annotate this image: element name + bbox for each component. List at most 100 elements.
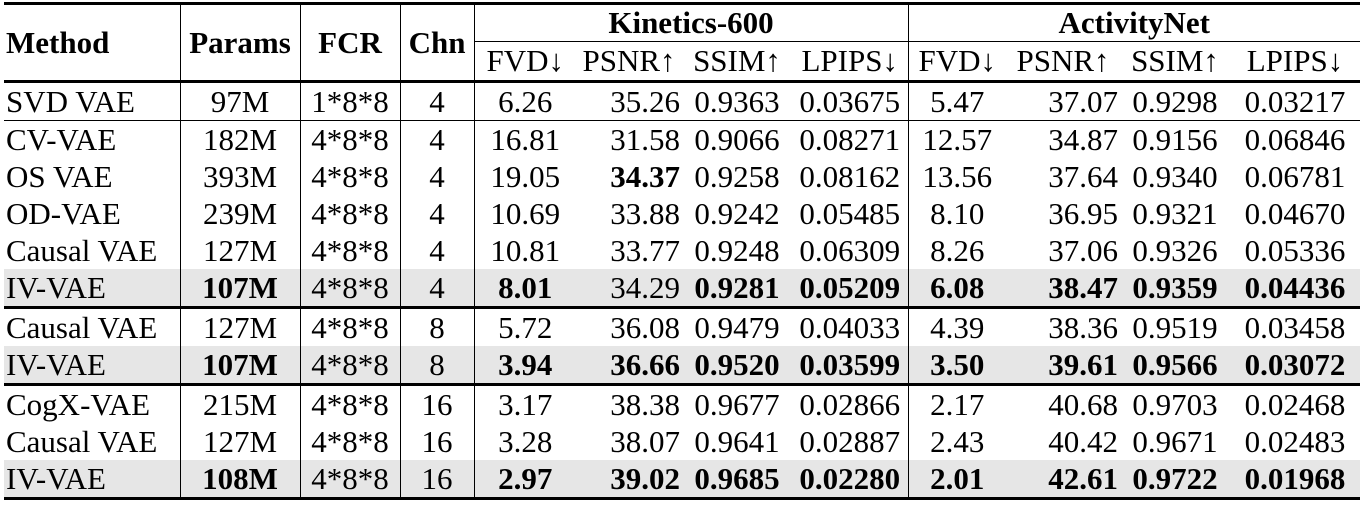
a-psnr-cell: 37.07 [1048,84,1118,119]
fcr-cell: 4*8*8 [300,158,401,195]
fcr-cell: 4*8*8 [300,269,401,308]
fcr-cell: 4*8*8 [300,120,401,158]
a-lpips-cell: 0.05336 [1244,233,1346,268]
a-lpips-cell: 0.06846 [1230,120,1360,158]
a-fvd-cell: 6.08 [908,269,1006,308]
a-ssim-cell: 0.9321 [1132,196,1218,231]
method-cell: IV-VAE [4,269,181,308]
k-ssim-cell: 0.9520 [682,346,792,385]
table-row: CV-VAE 182M 4*8*8 4 16.81 31.58 0.9066 0… [4,120,1360,158]
params-cell: 393M [180,158,301,195]
fcr-cell: 1*8*8 [300,81,401,121]
k-psnr-cell: 34.37 [610,159,680,194]
k-fvd-cell: 2.97 [474,460,576,500]
header-method: Method [4,3,181,83]
a-ssim-cell: 0.9671 [1132,424,1218,459]
chn-cell: 16 [400,383,475,423]
a-lpips-cell: 0.04436 [1230,269,1360,308]
a-lpips-cell: 0.02468 [1230,383,1360,423]
k-fvd-cell: 19.05 [490,159,561,194]
header-a-lpips: LPIPS↓ [1230,41,1360,83]
params-cell: 127M [180,232,301,269]
k-fvd-cell: 6.26 [498,84,553,119]
k-ssim-cell: 0.9281 [682,269,792,308]
chn-cell: 8 [400,346,475,385]
a-lpips-cell: 0.03458 [1230,306,1360,346]
header-chn: Chn [400,3,475,83]
k-ssim-cell: 0.9066 [682,120,792,158]
a-lpips-cell: 0.04670 [1244,196,1346,231]
header-k-fvd: FVD↓ [474,41,576,83]
k-psnr-cell: 33.88 [610,196,680,231]
table-row: OS VAE 393M 4*8*8 4 19.05 34.37 0.9258 0… [4,158,1360,195]
params-cell: 127M [180,423,301,460]
header-params: Params [180,3,301,83]
k-lpips-cell: 0.02280 [792,460,909,500]
k-ssim-cell: 0.9685 [682,460,792,500]
k-lpips-cell: 0.04033 [792,306,909,346]
a-lpips-cell: 0.03072 [1230,346,1360,385]
k-ssim-cell: 0.9479 [682,306,792,346]
chn-cell: 4 [400,269,475,308]
a-fvd-cell: 2.17 [908,383,1006,423]
a-psnr-cell: 37.06 [1048,233,1118,268]
params-cell: 107M [180,269,301,308]
k-ssim-cell: 0.9641 [694,424,780,459]
k-ssim-cell: 0.9363 [694,84,780,119]
k-psnr-cell: 35.26 [610,84,680,119]
a-psnr-cell: 39.61 [1006,346,1120,385]
a-ssim-cell: 0.9722 [1120,460,1230,500]
a-lpips-cell: 0.02483 [1244,424,1346,459]
k-psnr-cell: 38.07 [610,424,680,459]
table-row: SVD VAE 97M 1*8*8 4 6.26 35.26 0.9363 0.… [4,81,1360,121]
k-ssim-cell: 0.9248 [694,233,780,268]
a-psnr-cell: 40.42 [1048,424,1118,459]
method-cell: CogX-VAE [4,383,181,423]
a-ssim-cell: 0.9340 [1132,159,1218,194]
k-ssim-cell: 0.9677 [682,383,792,423]
results-table: Method Params FCR Chn Kinetics-600 Activ… [4,2,1360,500]
fcr-cell: 4*8*8 [300,195,401,232]
fcr-cell: 4*8*8 [300,423,401,460]
method-cell: Causal VAE [4,232,181,269]
k-lpips-cell: 0.03675 [792,81,909,121]
chn-cell: 4 [400,232,475,269]
k-fvd-cell: 3.28 [498,424,553,459]
k-fvd-cell: 16.81 [474,120,576,158]
a-psnr-cell: 34.87 [1006,120,1120,158]
k-lpips-cell: 0.02887 [792,423,909,460]
a-fvd-cell: 8.10 [930,196,985,231]
fcr-cell: 4*8*8 [300,460,401,500]
k-psnr-cell: 34.29 [576,269,682,308]
k-lpips-cell: 0.06309 [792,232,909,269]
params-cell: 107M [180,346,301,385]
method-cell: OD-VAE [4,195,181,232]
table-row: CogX-VAE 215M 4*8*8 16 3.17 38.38 0.9677… [4,383,1360,423]
header-kinetics-600: Kinetics-600 [474,3,909,42]
k-psnr-cell: 36.08 [576,306,682,346]
k-fvd-cell: 10.81 [490,233,561,268]
chn-cell: 16 [400,423,475,460]
k-psnr-cell: 39.02 [576,460,682,500]
method-cell: SVD VAE [4,81,181,121]
chn-cell: 4 [400,81,475,121]
k-psnr-cell: 33.77 [610,233,680,268]
chn-cell: 4 [400,158,475,195]
fcr-cell: 4*8*8 [300,306,401,346]
header-k-psnr: PSNR↑ [576,41,682,83]
k-fvd-cell: 8.01 [474,269,576,308]
a-ssim-cell: 0.9298 [1132,84,1218,119]
a-fvd-cell: 5.47 [930,84,985,119]
a-lpips-cell: 0.01968 [1230,460,1360,500]
a-fvd-cell: 13.56 [922,159,993,194]
a-psnr-cell: 38.47 [1006,269,1120,308]
header-activitynet: ActivityNet [908,3,1360,42]
fcr-cell: 4*8*8 [300,232,401,269]
k-fvd-cell: 5.72 [474,306,576,346]
table-row: Causal VAE 127M 4*8*8 8 5.72 36.08 0.947… [4,306,1360,346]
k-psnr-cell: 36.66 [576,346,682,385]
results-table-container: Method Params FCR Chn Kinetics-600 Activ… [4,2,1360,500]
fcr-cell: 4*8*8 [300,346,401,385]
k-fvd-cell: 10.69 [490,196,561,231]
params-cell: 127M [180,306,301,346]
